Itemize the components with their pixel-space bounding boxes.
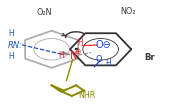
Text: RN:: RN:: [7, 41, 22, 50]
Text: O₂N: O₂N: [37, 8, 52, 17]
Text: H: H: [9, 29, 14, 38]
Text: O⊖: O⊖: [95, 40, 111, 50]
Text: NO₂: NO₂: [120, 7, 135, 16]
Polygon shape: [62, 52, 70, 55]
Text: H: H: [105, 59, 111, 68]
Text: Br: Br: [144, 53, 155, 62]
Text: NHR: NHR: [78, 91, 95, 100]
Text: N: N: [70, 51, 77, 61]
Text: H: H: [78, 38, 83, 47]
Text: O: O: [96, 55, 102, 64]
Text: H: H: [58, 51, 64, 60]
Text: ⊕: ⊕: [75, 47, 81, 56]
Text: H: H: [9, 52, 14, 61]
